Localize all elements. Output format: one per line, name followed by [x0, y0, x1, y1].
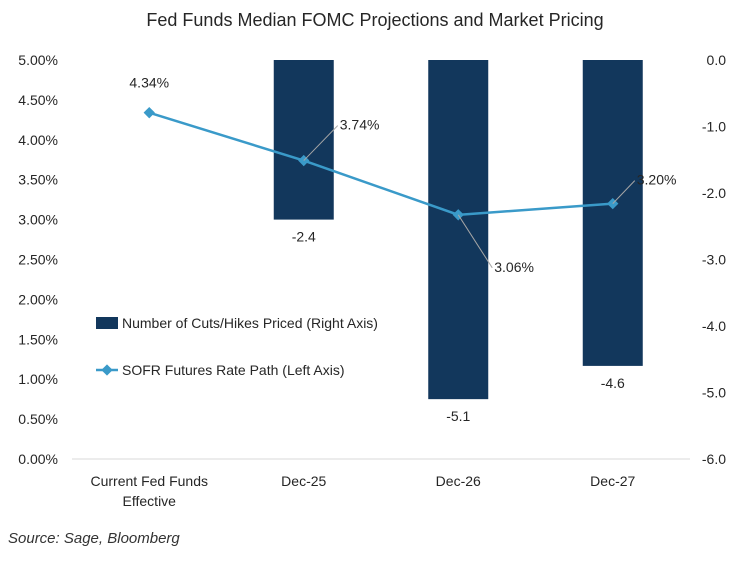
leader-line [612, 180, 636, 204]
right-axis: 0.0 -1.0 -2.0 -3.0 -4.0 -5.0 -6.0 [702, 52, 726, 467]
left-axis-tick-label: 0.50% [18, 411, 58, 427]
right-axis-tick-label: -3.0 [702, 252, 726, 268]
bar [273, 60, 334, 220]
category-label: Dec-27 [590, 473, 635, 489]
right-axis-tick-label: -2.0 [702, 185, 726, 201]
legend-label: SOFR Futures Rate Path (Left Axis) [122, 362, 345, 378]
source-note: Source: Sage, Bloomberg [8, 530, 180, 547]
bar [428, 60, 489, 400]
line-data-label: 3.20% [637, 172, 677, 188]
legend-label: Number of Cuts/Hikes Priced (Right Axis) [122, 315, 378, 331]
bar-data-label: -4.6 [601, 375, 625, 391]
left-axis-tick-label: 2.00% [18, 291, 58, 307]
right-axis-tick-label: -5.0 [702, 385, 726, 401]
left-axis-tick-label: 3.00% [18, 212, 58, 228]
leader-line [303, 125, 339, 161]
chart-title: Fed Funds Median FOMC Projections and Ma… [146, 10, 603, 30]
left-axis-tick-label: 3.50% [18, 172, 58, 188]
right-axis-tick-label: -4.0 [702, 318, 726, 334]
legend-bar-swatch [96, 317, 118, 329]
category-label: Dec-26 [436, 473, 481, 489]
left-axis-tick-label: 1.00% [18, 371, 58, 387]
left-axis-tick-label: 0.00% [18, 451, 58, 467]
line-path [148, 111, 613, 217]
legend-marker [101, 364, 113, 376]
left-axis: 0.00% 0.50% 1.00% 1.50% 2.00% 2.50% 3.00% 3.50%… [18, 52, 690, 467]
right-axis-tick-label: -1.0 [702, 119, 726, 135]
bar [582, 60, 643, 366]
bar-data-label: -5.1 [446, 408, 470, 424]
line-series: 4.34% 3.74% 3.06% 3.20% [129, 75, 676, 275]
left-axis-tick-label: 4.00% [18, 132, 58, 148]
line-data-label: 4.34% [129, 75, 169, 91]
line-data-label: 3.06% [494, 259, 534, 275]
left-axis-tick-label: 1.50% [18, 331, 58, 347]
leader-line [457, 214, 493, 269]
line-point [143, 107, 155, 119]
left-axis-tick-label: 5.00% [18, 52, 58, 68]
category-label: Dec-25 [281, 473, 326, 489]
category-label: Current Fed Funds [91, 473, 209, 489]
left-axis-tick-label: 4.50% [18, 92, 58, 108]
right-axis-tick-label: 0.0 [707, 52, 727, 68]
x-axis-categories: Current Fed Funds Effective Dec-25 Dec-26 De… [91, 473, 636, 509]
category-label: Effective [123, 493, 177, 509]
legend: Number of Cuts/Hikes Priced (Right Axis)… [96, 315, 378, 378]
bar-data-label: -2.4 [292, 229, 316, 245]
left-axis-tick-label: 2.50% [18, 252, 58, 268]
right-axis-tick-label: -6.0 [702, 451, 726, 467]
line-data-label: 3.74% [340, 117, 380, 133]
